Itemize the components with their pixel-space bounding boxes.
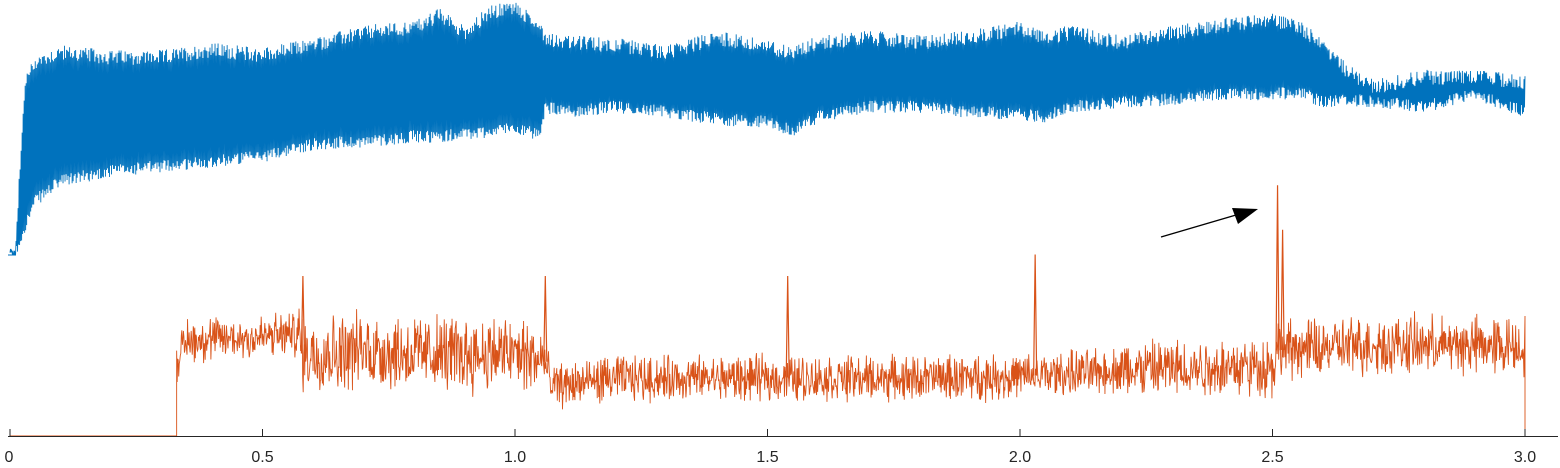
blue-series [8, 2, 1526, 256]
annotation-arrow [1160, 208, 1258, 238]
x-tick-label: 3.0 [1514, 449, 1536, 466]
orange-spike [543, 275, 548, 362]
orange-spike [1275, 185, 1280, 351]
annotation-arrow-head [1232, 208, 1258, 224]
x-tick-label: 0.5 [251, 449, 273, 466]
orange-spike [1033, 254, 1038, 376]
orange-series [10, 185, 1526, 437]
orange-spike [785, 275, 790, 379]
x-tick-label: 1.5 [756, 449, 778, 466]
x-tick-label: 2.0 [1009, 449, 1031, 466]
blue-series-line [9, 2, 1526, 256]
orange-spike [300, 275, 305, 354]
x-tick-label: 0 [5, 449, 14, 466]
orange-spike [1280, 229, 1285, 350]
x-tick-label: 1.0 [504, 449, 526, 466]
x-tick-label: 2.5 [1261, 449, 1283, 466]
annotation-arrow-shaft [1160, 214, 1237, 238]
orange-series-line [10, 308, 1526, 437]
x-axis: 0 0.5 1.0 1.5 2.0 2.5 3.0 [5, 429, 1558, 466]
